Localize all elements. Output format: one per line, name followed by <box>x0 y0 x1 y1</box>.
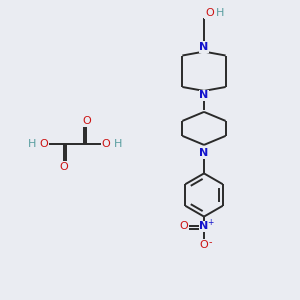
Text: O: O <box>59 161 68 172</box>
Text: N: N <box>200 221 208 231</box>
Text: -: - <box>209 237 212 247</box>
Text: N: N <box>200 42 208 52</box>
Text: O: O <box>205 8 214 19</box>
Text: N: N <box>200 90 208 100</box>
Text: N: N <box>200 148 208 158</box>
Text: H: H <box>114 139 122 149</box>
Text: O: O <box>40 139 49 149</box>
Text: O: O <box>101 139 110 149</box>
Text: H: H <box>216 8 225 19</box>
Text: O: O <box>179 221 188 231</box>
Text: O: O <box>82 116 91 127</box>
Text: +: + <box>207 218 214 227</box>
Text: H: H <box>28 139 36 149</box>
Text: O: O <box>200 240 208 250</box>
